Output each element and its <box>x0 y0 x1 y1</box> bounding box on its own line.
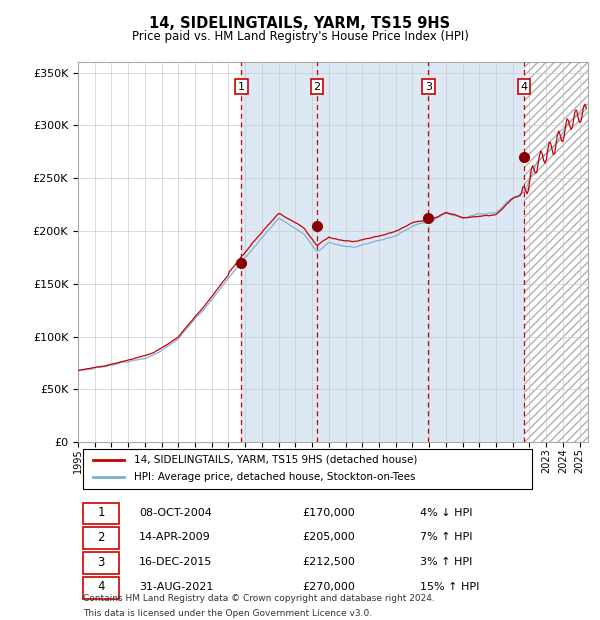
Bar <box>83 552 119 574</box>
Bar <box>524 62 588 442</box>
Text: 14-APR-2009: 14-APR-2009 <box>139 533 211 542</box>
Text: £205,000: £205,000 <box>302 533 355 542</box>
Text: 16-DEC-2015: 16-DEC-2015 <box>139 557 212 567</box>
Bar <box>83 503 119 524</box>
Text: 3% ↑ HPI: 3% ↑ HPI <box>420 557 472 567</box>
Text: £270,000: £270,000 <box>302 582 355 592</box>
Text: HPI: Average price, detached house, Stockton-on-Tees: HPI: Average price, detached house, Stoc… <box>134 472 416 482</box>
Text: 31-AUG-2021: 31-AUG-2021 <box>139 582 214 592</box>
Bar <box>83 528 119 549</box>
Text: £170,000: £170,000 <box>302 508 355 518</box>
Text: £212,500: £212,500 <box>302 557 355 567</box>
Text: 1: 1 <box>97 506 105 519</box>
Text: Contains HM Land Registry data © Crown copyright and database right 2024.: Contains HM Land Registry data © Crown c… <box>83 593 435 603</box>
Text: 14, SIDELINGTAILS, YARM, TS15 9HS (detached house): 14, SIDELINGTAILS, YARM, TS15 9HS (detac… <box>134 455 418 465</box>
Text: 3: 3 <box>425 82 432 92</box>
Text: 14, SIDELINGTAILS, YARM, TS15 9HS: 14, SIDELINGTAILS, YARM, TS15 9HS <box>149 16 451 30</box>
Text: 2: 2 <box>313 82 320 92</box>
Text: 15% ↑ HPI: 15% ↑ HPI <box>420 582 479 592</box>
Text: 7% ↑ HPI: 7% ↑ HPI <box>420 533 472 542</box>
Bar <box>83 449 532 489</box>
Text: 3: 3 <box>97 556 104 569</box>
Text: 2: 2 <box>97 531 105 544</box>
Bar <box>83 577 119 598</box>
Text: 4% ↓ HPI: 4% ↓ HPI <box>420 508 472 518</box>
Text: 1: 1 <box>238 82 245 92</box>
Text: 08-OCT-2004: 08-OCT-2004 <box>139 508 212 518</box>
Text: 4: 4 <box>520 82 527 92</box>
Text: 4: 4 <box>97 580 105 593</box>
Bar <box>241 62 524 442</box>
Text: This data is licensed under the Open Government Licence v3.0.: This data is licensed under the Open Gov… <box>83 608 372 618</box>
Text: Price paid vs. HM Land Registry's House Price Index (HPI): Price paid vs. HM Land Registry's House … <box>131 30 469 43</box>
